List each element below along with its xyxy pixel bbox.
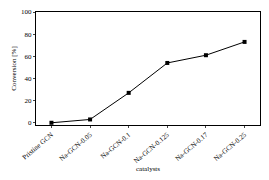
svg-text:Pristine GCN: Pristine GCN [21,131,55,162]
svg-text:Na-GCN-0.25: Na-GCN-0.25 [212,131,248,163]
svg-text:Na-GCN-0.05: Na-GCN-0.05 [58,131,94,163]
svg-text:catalysts: catalysts [136,165,160,173]
svg-text:Conversion [%]: Conversion [%] [10,46,18,91]
svg-text:Na-GCN-0.17: Na-GCN-0.17 [174,131,210,163]
svg-text:0: 0 [28,119,32,127]
svg-text:40: 40 [25,75,33,83]
svg-text:20: 20 [25,97,33,105]
svg-text:60: 60 [25,53,33,61]
svg-text:Na-GCN-0.125: Na-GCN-0.125 [132,131,171,165]
svg-text:100: 100 [21,8,32,16]
svg-text:80: 80 [25,31,33,39]
svg-text:Na-GCN-0.1: Na-GCN-0.1 [99,131,132,161]
